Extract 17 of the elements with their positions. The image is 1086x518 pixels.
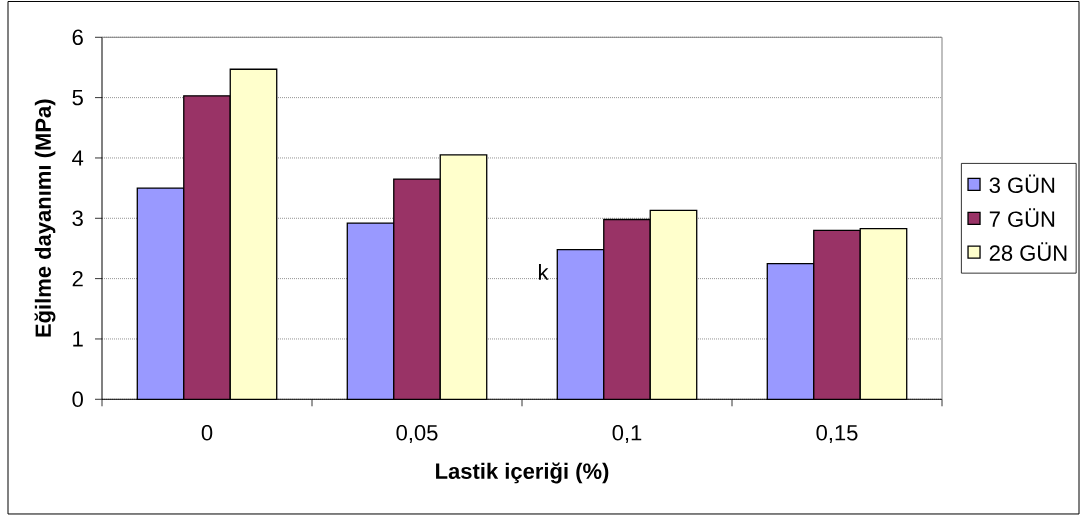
legend-label: 28 GÜN <box>989 242 1067 261</box>
x-tick-label: 0,1 <box>612 424 642 444</box>
y-tick-label: 5 <box>72 89 83 106</box>
x-tick-label: 0 <box>201 424 213 441</box>
y-tick-label: 2 <box>72 270 83 287</box>
x-axis-title: Lastik içeriği (%) <box>436 462 609 484</box>
y-tick-label: 3 <box>72 210 83 227</box>
y-tick-label: 4 <box>72 150 84 166</box>
y-tick-label: 1 <box>73 331 83 347</box>
y-tick-label: 6 <box>72 29 83 46</box>
y-tick-label: 0 <box>72 391 83 408</box>
x-tick-label: 0,15 <box>816 424 858 444</box>
legend-label: 3 GÜN <box>989 174 1055 194</box>
legend-label: 7 GÜN <box>989 208 1055 227</box>
annotation: k <box>538 263 549 280</box>
x-tick-label: 0,05 <box>396 424 438 444</box>
y-axis-title: Eğilme dayanımı (MPa) <box>34 99 56 337</box>
